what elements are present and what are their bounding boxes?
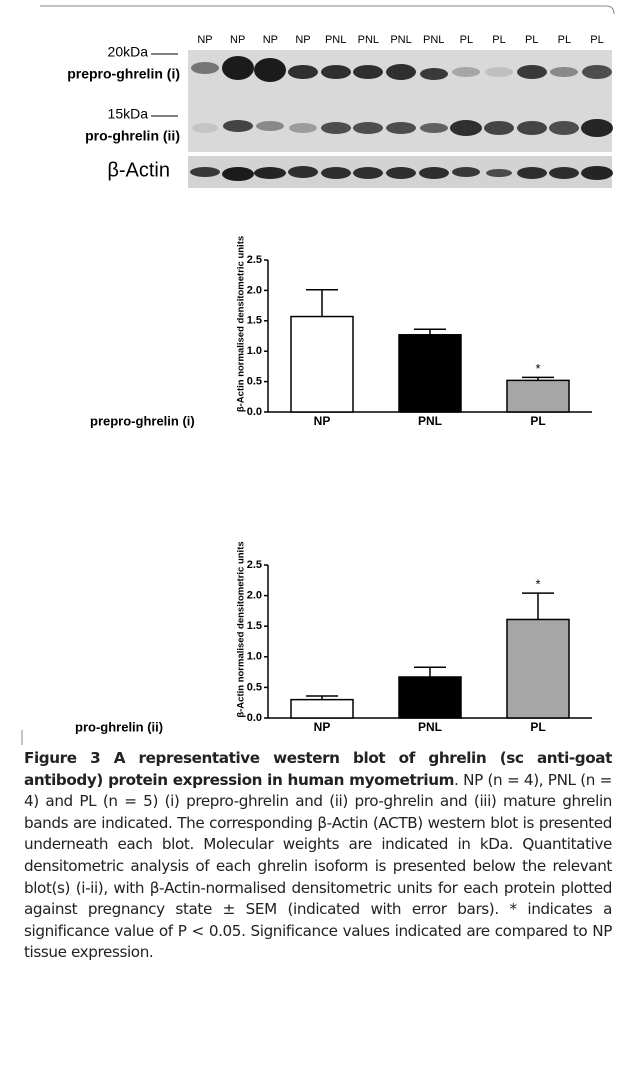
caption-body: . NP (n = 4), PNL (n = 4) and PL (n = 5)…: [24, 771, 612, 962]
bar: [291, 700, 353, 718]
y-tick-label: 0.5: [247, 376, 262, 388]
y-tick-label: 2.0: [247, 590, 262, 602]
lane-label: PNL: [423, 34, 444, 46]
x-tick-label: PL: [530, 720, 545, 734]
lane-label: NP: [263, 34, 278, 46]
lane-label: PNL: [390, 34, 411, 46]
lane-label: PL: [558, 34, 571, 46]
x-tick-label: PNL: [418, 720, 442, 734]
lane-label: NP: [230, 34, 245, 46]
side-label: pro-ghrelin (ii): [75, 719, 163, 734]
bar: [507, 619, 569, 718]
caption: Figure 3 A representative western blot o…: [24, 748, 612, 964]
lane-label: PNL: [358, 34, 379, 46]
significance: *: [535, 577, 540, 592]
lane-label: PL: [525, 34, 538, 46]
y-tick-label: 1.0: [247, 651, 262, 663]
x-tick-label: NP: [314, 414, 331, 428]
y-tick-label: 2.5: [247, 559, 262, 571]
band-label: prepro-ghrelin (i): [67, 66, 180, 82]
y-tick-label: 1.0: [247, 345, 262, 357]
frame: [40, 6, 614, 14]
figure: 20kDa prepro-ghrelin (i) 15kDa pro-ghrel…: [0, 0, 634, 745]
y-tick-label: 1.5: [247, 620, 262, 632]
y-tick-label: 0.0: [247, 712, 262, 724]
bar: [399, 677, 461, 718]
page: 20kDa prepro-ghrelin (i) 15kDa pro-ghrel…: [0, 0, 634, 1068]
y-tick-label: 2.0: [247, 284, 262, 296]
y-tick-label: 0.0: [247, 406, 262, 418]
y-tick-label: 2.5: [247, 254, 262, 266]
significance: *: [535, 361, 540, 376]
lane-label: PL: [460, 34, 473, 46]
x-tick-label: PNL: [418, 414, 442, 428]
blot-image: [188, 50, 613, 188]
bar: [399, 335, 461, 412]
lane-label: PNL: [325, 34, 346, 46]
y-tick-label: 1.5: [247, 315, 262, 327]
marker-label: 15kDa: [108, 106, 149, 122]
x-tick-label: NP: [314, 720, 331, 734]
y-axis-label: β-Actin normalised densitometric units: [236, 541, 247, 717]
band-label: β-Actin: [107, 159, 170, 181]
lane-label: PL: [492, 34, 505, 46]
side-label: prepro-ghrelin (i): [90, 413, 195, 428]
lane-label: NP: [295, 34, 310, 46]
y-axis-label: β-Actin normalised densitometric units: [236, 236, 247, 412]
lane-label: PL: [590, 34, 603, 46]
lane-label: NP: [197, 34, 212, 46]
bar: [291, 317, 353, 412]
band-label: pro-ghrelin (ii): [85, 128, 180, 144]
y-tick-label: 0.5: [247, 681, 262, 693]
marker-label: 20kDa: [108, 44, 149, 60]
bar: [507, 380, 569, 412]
x-tick-label: PL: [530, 414, 545, 428]
